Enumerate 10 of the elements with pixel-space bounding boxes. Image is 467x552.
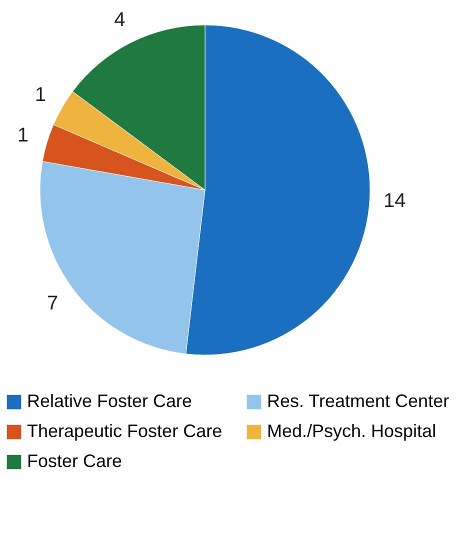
legend-label: Foster Care	[27, 451, 122, 471]
data-label: 14	[384, 190, 406, 212]
data-label: 1	[34, 84, 46, 106]
data-label: 7	[47, 292, 58, 314]
legend-label: Relative Foster Care	[27, 391, 192, 412]
data-label: 1	[17, 124, 29, 147]
legend-label: Med./Psych. Hospital	[267, 421, 436, 441]
data-label: 4	[114, 9, 126, 32]
legend-label: Res. Treatment Center	[267, 391, 450, 412]
legend-label: Therapeutic Foster Care	[27, 421, 222, 441]
